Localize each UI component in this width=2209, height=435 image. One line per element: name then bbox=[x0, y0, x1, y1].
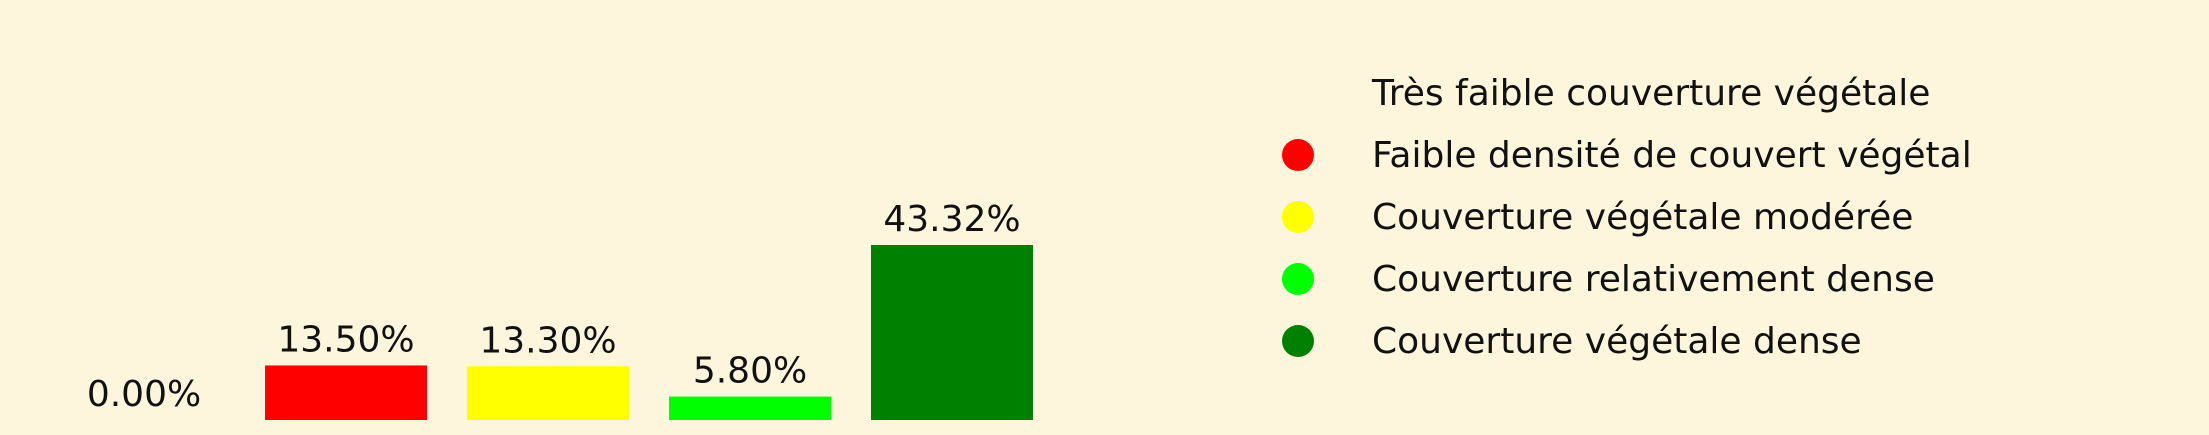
bar-3 bbox=[467, 366, 629, 420]
data-label-5: 43.32% bbox=[883, 199, 1020, 240]
data-labels-group: 0.00% 13.50% 13.30% 5.80% 43.32% bbox=[87, 199, 1021, 415]
bar-5 bbox=[871, 245, 1033, 420]
data-label-2: 13.50% bbox=[277, 319, 414, 360]
data-label-4: 5.80% bbox=[693, 351, 807, 392]
legend: Très faible couverture végétale Faible de… bbox=[1282, 73, 1972, 362]
legend-marker-4 bbox=[1282, 263, 1314, 295]
bar-2 bbox=[265, 365, 427, 420]
legend-label-2: Faible densité de couvert végétal bbox=[1372, 135, 1972, 176]
legend-marker-1 bbox=[1282, 77, 1314, 109]
bars-group bbox=[265, 245, 1033, 420]
data-label-1: 0.00% bbox=[87, 374, 201, 415]
legend-label-4: Couverture relativement dense bbox=[1372, 259, 1935, 300]
data-label-3: 13.30% bbox=[479, 320, 616, 361]
legend-marker-2 bbox=[1282, 139, 1314, 171]
legend-label-5: Couverture végétale dense bbox=[1372, 321, 1862, 362]
legend-label-3: Couverture végétale modérée bbox=[1372, 197, 1913, 238]
legend-marker-3 bbox=[1282, 201, 1314, 233]
bar-4 bbox=[669, 396, 831, 420]
legend-label-1: Très faible couverture végétale bbox=[1371, 73, 1930, 114]
legend-marker-5 bbox=[1282, 325, 1314, 357]
